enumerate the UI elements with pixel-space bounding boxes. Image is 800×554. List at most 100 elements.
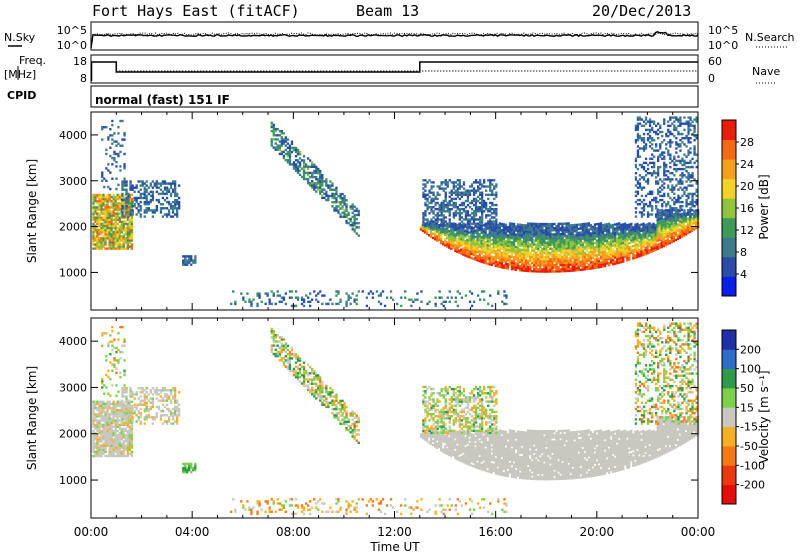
power-cell xyxy=(430,220,433,223)
power-cell xyxy=(94,230,97,234)
power-cell xyxy=(460,240,463,243)
power-cell xyxy=(695,214,698,217)
power-cell xyxy=(276,134,279,137)
power-cell xyxy=(537,239,540,242)
power-cell xyxy=(492,237,495,240)
power-cell xyxy=(654,248,657,251)
power-cell xyxy=(508,261,512,264)
power-cell xyxy=(114,216,117,219)
power-cell xyxy=(510,253,514,256)
power-cell xyxy=(531,224,534,227)
power-cell xyxy=(141,184,144,187)
power-cell xyxy=(474,203,478,207)
power-cell xyxy=(531,226,534,230)
power-cell xyxy=(112,200,115,203)
power-cell xyxy=(551,227,554,230)
power-cell xyxy=(454,235,457,238)
power-cell xyxy=(571,267,574,270)
power-cell xyxy=(116,206,119,209)
power-cell xyxy=(446,203,449,207)
power-cell xyxy=(688,230,692,234)
power-cell xyxy=(127,196,130,200)
power-cell xyxy=(605,225,609,228)
power-cell xyxy=(527,226,530,229)
power-cell xyxy=(678,236,682,239)
power-cell xyxy=(675,167,678,171)
power-cell xyxy=(521,225,524,229)
power-cell xyxy=(102,237,105,240)
power-cell xyxy=(171,188,175,191)
power-cell xyxy=(98,200,101,203)
power-cell xyxy=(114,224,117,228)
power-cell xyxy=(502,223,505,226)
power-cell xyxy=(601,236,605,239)
power-cell xyxy=(688,218,692,221)
power-cell xyxy=(351,207,354,210)
power-cell xyxy=(593,250,597,253)
power-cell xyxy=(657,200,660,204)
power-cell xyxy=(679,139,682,142)
power-cell xyxy=(610,253,613,256)
power-cell xyxy=(555,251,558,255)
power-cell xyxy=(470,225,473,229)
power-cell xyxy=(112,210,115,213)
power-cell xyxy=(112,230,115,234)
power-cell xyxy=(668,208,671,212)
power-cell xyxy=(174,188,177,191)
power-cell xyxy=(541,227,544,230)
power-cell xyxy=(545,229,548,232)
power-cell xyxy=(100,200,103,203)
power-cell xyxy=(477,218,480,221)
power-cell xyxy=(129,188,132,191)
power-cell xyxy=(521,263,524,266)
power-cell xyxy=(636,116,640,119)
freq-panel: Freq. [MHz] 18 8 60 0 Nave xyxy=(4,54,780,85)
power-cell xyxy=(438,203,441,207)
power-cell xyxy=(634,240,637,243)
power-cell xyxy=(669,153,672,156)
power-cell xyxy=(506,234,510,237)
power-cell xyxy=(663,170,666,173)
power-cell xyxy=(280,142,283,145)
power-cell xyxy=(583,268,586,271)
power-cell xyxy=(608,249,611,252)
power-cell xyxy=(296,148,300,152)
power-cell xyxy=(305,177,308,181)
power-cell xyxy=(616,231,619,234)
power-cell xyxy=(533,268,536,271)
power-cell xyxy=(659,198,662,202)
power-cell xyxy=(585,257,588,260)
power-cell xyxy=(537,241,540,244)
power-cell xyxy=(508,238,512,242)
power-cell xyxy=(543,270,546,273)
power-cell xyxy=(547,241,550,244)
power-cell xyxy=(496,254,499,258)
velocity-cell xyxy=(92,436,95,439)
power-cell xyxy=(250,302,253,306)
power-cell xyxy=(98,193,101,197)
power-cell xyxy=(161,180,165,183)
power-cell xyxy=(680,208,684,211)
power-cell xyxy=(579,264,582,267)
velocity-cell xyxy=(108,450,111,453)
power-cell xyxy=(428,300,431,303)
power-cell xyxy=(270,123,273,127)
power-cell xyxy=(634,246,637,249)
velocity-cell xyxy=(104,431,107,435)
velocity-cell xyxy=(106,454,109,458)
power-cell xyxy=(687,122,690,125)
power-cell xyxy=(687,132,690,136)
power-cell xyxy=(119,150,122,154)
power-cell xyxy=(514,262,518,265)
power-cell xyxy=(468,231,471,234)
power-cell xyxy=(644,161,648,165)
power-cell xyxy=(116,195,119,199)
power-cell xyxy=(636,167,640,171)
power-cell xyxy=(687,124,690,127)
power-cell xyxy=(122,247,125,250)
power-cell xyxy=(355,207,358,210)
power-cell xyxy=(323,294,326,297)
power-cell xyxy=(145,211,148,214)
power-cell xyxy=(110,245,113,248)
power-cell xyxy=(681,180,684,183)
